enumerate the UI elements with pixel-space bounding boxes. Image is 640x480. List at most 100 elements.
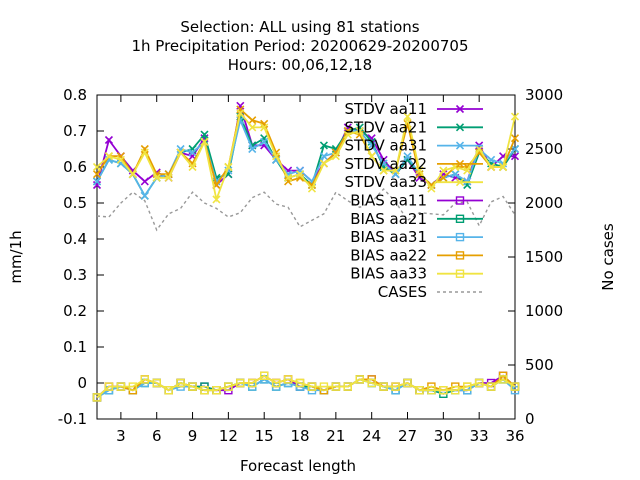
data-point xyxy=(415,166,424,175)
y-tick-label: 0.8 xyxy=(63,86,87,104)
data-point xyxy=(403,112,412,121)
data-point xyxy=(355,375,364,384)
y-tick-label: 0.3 xyxy=(63,266,87,284)
marker-stroke xyxy=(487,162,496,172)
data-point xyxy=(236,378,245,388)
data-point xyxy=(474,378,484,388)
x-tick-label: 21 xyxy=(326,427,345,445)
marker-stroke xyxy=(439,166,448,175)
marker-stroke xyxy=(92,162,102,172)
data-point xyxy=(176,378,185,388)
marker-stroke xyxy=(176,148,185,157)
y2-tick-label: 1500 xyxy=(525,248,563,266)
data-point xyxy=(379,166,388,175)
data-point xyxy=(224,162,233,172)
data-point xyxy=(403,152,412,161)
data-point xyxy=(248,144,257,154)
data-point xyxy=(224,382,233,391)
data-point xyxy=(403,378,412,388)
legend-label: BIAS aa22 xyxy=(350,246,427,264)
data-point xyxy=(355,126,364,136)
marker-stroke xyxy=(367,152,376,161)
data-point xyxy=(260,137,269,146)
x-tick-label: 3 xyxy=(116,427,126,445)
data-point xyxy=(140,177,149,186)
data-point xyxy=(295,170,305,179)
data-point xyxy=(140,148,149,157)
marker-stroke xyxy=(284,173,293,182)
data-point xyxy=(455,269,465,278)
data-point xyxy=(319,141,328,150)
marker-stroke xyxy=(248,144,257,154)
data-point xyxy=(415,386,424,395)
y-tick-label: 0 xyxy=(77,374,87,392)
data-point xyxy=(319,152,328,161)
marker-stroke xyxy=(455,159,465,168)
marker-stroke xyxy=(510,144,520,154)
series-layer xyxy=(92,101,520,402)
legend-label: BIAS aa11 xyxy=(350,192,427,210)
data-point xyxy=(319,159,328,168)
marker-stroke xyxy=(379,166,388,175)
marker-stroke xyxy=(272,152,281,161)
marker-stroke xyxy=(188,148,197,157)
data-point xyxy=(200,386,209,395)
marker-stroke xyxy=(455,141,465,150)
y2-tick-label: 1000 xyxy=(525,302,563,320)
legend-label: BIAS aa31 xyxy=(350,228,427,246)
data-point xyxy=(164,173,173,182)
data-point xyxy=(92,170,102,179)
marker-stroke xyxy=(104,135,114,145)
marker-stroke xyxy=(295,170,305,179)
series-stdv-aa33 xyxy=(92,108,520,204)
data-point xyxy=(212,386,221,395)
marker-stroke xyxy=(455,104,465,114)
series-stdv-aa31 xyxy=(92,116,520,200)
series-cases xyxy=(96,187,516,232)
y-tick-label: 0.2 xyxy=(63,302,87,320)
data-point xyxy=(427,184,436,193)
data-point xyxy=(152,173,161,182)
marker-stroke xyxy=(164,173,173,182)
data-point xyxy=(104,152,114,161)
marker-stroke xyxy=(455,178,465,187)
data-point xyxy=(510,134,520,143)
data-point xyxy=(200,137,209,146)
data-point xyxy=(379,382,388,391)
marker-stroke xyxy=(415,166,424,175)
data-point xyxy=(367,152,376,161)
marker-stroke xyxy=(403,152,412,161)
marker-stroke xyxy=(140,148,149,157)
data-point xyxy=(116,155,125,164)
data-point xyxy=(92,177,102,186)
x-tick-label: 12 xyxy=(219,427,238,445)
data-point xyxy=(104,382,114,391)
data-point xyxy=(343,382,352,391)
data-point xyxy=(439,386,448,395)
legend-label: CASES xyxy=(378,283,427,301)
data-point xyxy=(510,382,520,391)
series-line xyxy=(96,113,516,198)
data-point xyxy=(463,382,472,391)
y-tick-label: 0.4 xyxy=(63,230,87,248)
data-point xyxy=(271,378,281,388)
data-point xyxy=(248,116,257,125)
legend-label: STDV aa33 xyxy=(345,173,427,191)
data-point xyxy=(128,382,138,391)
data-point xyxy=(331,152,340,161)
series-line xyxy=(96,107,516,188)
series-line xyxy=(96,187,516,232)
marker-stroke xyxy=(260,123,269,132)
chart-title-line: Hours: 00,06,12,18 xyxy=(228,56,372,74)
marker-stroke xyxy=(236,108,245,118)
data-point xyxy=(200,130,209,139)
data-point xyxy=(92,393,102,402)
data-point xyxy=(455,178,465,187)
data-point xyxy=(439,166,448,175)
data-point xyxy=(116,382,126,391)
marker-stroke xyxy=(475,144,484,154)
marker-stroke xyxy=(343,130,352,139)
y-tick-label: 0.6 xyxy=(63,158,87,176)
data-point xyxy=(140,375,149,384)
